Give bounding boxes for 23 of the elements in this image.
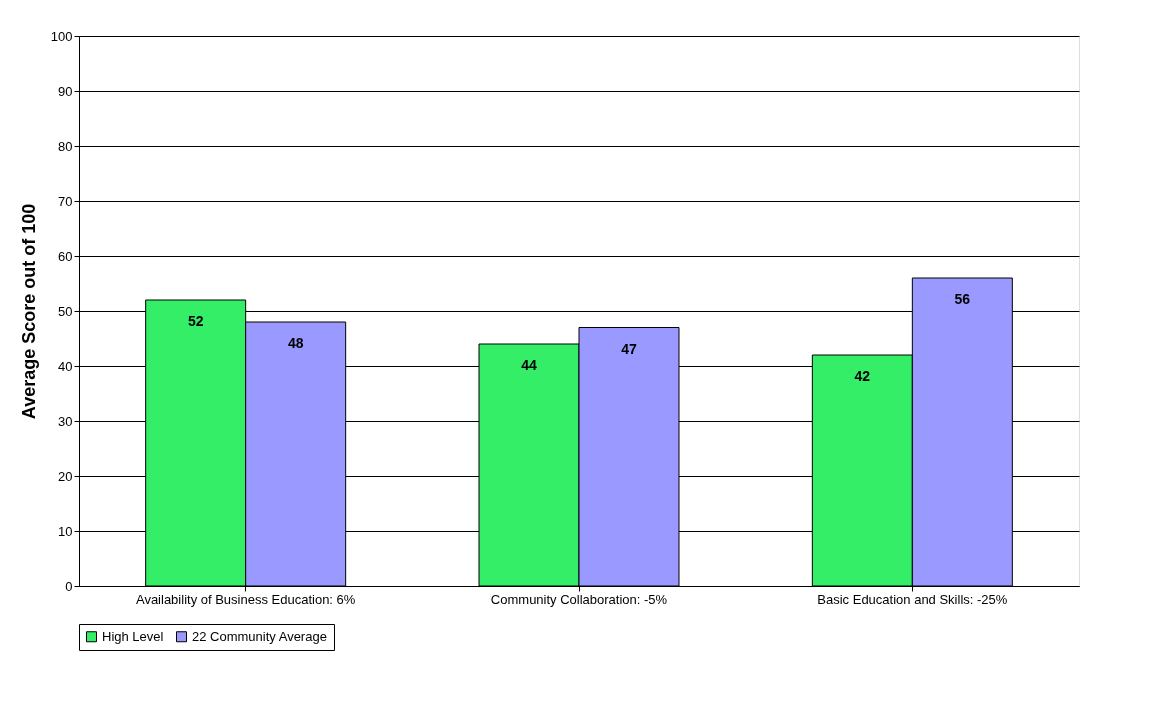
y-tick-label: 40: [58, 358, 73, 374]
data-label: 52: [187, 313, 204, 329]
y-tick-label: 20: [58, 468, 73, 484]
x-tick-label: Availability of Business Education: 6%: [135, 591, 356, 607]
y-tick-label: 30: [58, 413, 73, 429]
x-tick-label: Community Collaboration: -5%: [490, 591, 668, 607]
y-tick-label: 50: [58, 303, 73, 319]
data-label: 44: [521, 357, 537, 373]
y-tick-label: 70: [58, 193, 73, 209]
y-tick-label: 0: [65, 578, 73, 594]
legend-label: High Level: [102, 628, 164, 644]
x-tick-label: Basic Education and Skills: -25%: [817, 591, 1008, 607]
data-label: 48: [287, 335, 304, 351]
y-tick-label: 90: [58, 83, 73, 99]
data-label: 56: [954, 291, 971, 307]
y-tick-label: 100: [50, 28, 73, 44]
y-tick-label: 80: [58, 138, 73, 154]
legend-label: 22 Community Average: [192, 628, 327, 644]
data-label: 42: [854, 368, 871, 384]
y-axis-title: Average Score out of 100: [18, 203, 39, 420]
data-label: 47: [621, 340, 637, 357]
y-tick-label: 60: [58, 248, 73, 264]
y-tick-label: 10: [58, 523, 73, 539]
